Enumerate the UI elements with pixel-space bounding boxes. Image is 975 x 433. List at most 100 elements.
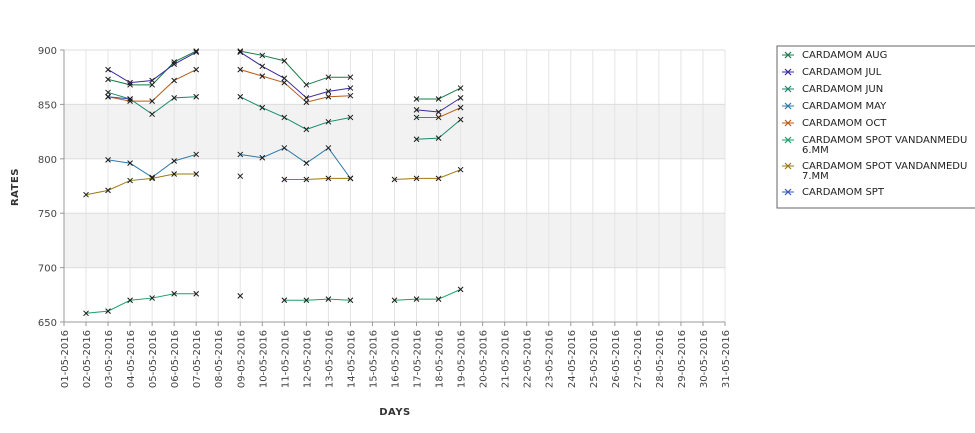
data-point [303, 176, 310, 183]
data-point [281, 176, 288, 183]
series-path [240, 147, 351, 179]
series-path [108, 96, 131, 100]
legend-item: CARDAMOM OCT [782, 118, 887, 129]
data-point [149, 98, 155, 104]
data-point [347, 85, 354, 91]
data-point [237, 49, 244, 56]
data-point [237, 173, 244, 180]
data-point [105, 187, 111, 194]
data-point [435, 109, 442, 115]
data-point [127, 177, 133, 184]
y-tick-label: 750 [38, 209, 57, 220]
data-point [149, 81, 155, 88]
x-tick-label: 31-05-2016 [721, 330, 732, 388]
x-tick-label: 13-05-2016 [324, 330, 335, 388]
data-point [127, 160, 133, 167]
series-path [240, 50, 351, 86]
data-point [413, 136, 420, 143]
data-point [127, 96, 133, 102]
legend-label: CARDAMOM JUL [802, 67, 882, 78]
x-tick-label: 21-05-2016 [501, 330, 512, 388]
x-tick-label: 18-05-2016 [435, 330, 446, 388]
legend: CARDAMOM AUG CARDAMOM JUL CARDAMOM JUN CARD… [776, 45, 975, 209]
x-tick-label: 02-05-2016 [82, 330, 93, 388]
tick-labels: 650 700 750 800 850 900 01-05-2016 02-05-2016 03… [38, 46, 732, 388]
x-tick-label: 03-05-2016 [104, 330, 115, 388]
legend-swatch-marker [784, 119, 792, 127]
legend-label: CARDAMOM SPOT VANDANMEDU [802, 161, 967, 172]
data-point [105, 89, 111, 96]
data-point [259, 52, 266, 59]
x-tick-label: 11-05-2016 [280, 330, 291, 388]
legend-swatch-marker [784, 102, 792, 110]
data-point [325, 93, 332, 100]
legend-label: CARDAMOM OCT [802, 118, 887, 129]
data-point [171, 61, 178, 67]
x-tick-label: 06-05-2016 [170, 330, 181, 388]
series-path [240, 69, 351, 103]
data-point [281, 145, 288, 151]
data-point [127, 79, 133, 86]
data-point [149, 77, 155, 84]
data-point [127, 81, 133, 88]
data-point [457, 85, 464, 91]
data-point [435, 175, 442, 182]
data-point [457, 166, 464, 173]
series-path [394, 288, 461, 301]
data-point [193, 290, 200, 297]
data-point [105, 308, 111, 314]
data-point [281, 58, 288, 64]
x-tick-label: 07-05-2016 [192, 330, 203, 388]
data-point [237, 293, 244, 299]
data-point [457, 286, 464, 293]
data-point [413, 96, 420, 102]
series-path [394, 169, 461, 180]
series-path [240, 96, 351, 130]
x-axis-title: DAYS [379, 407, 411, 418]
data-point [303, 297, 310, 304]
axes [60, 49, 726, 326]
x-tick-label: 08-05-2016 [214, 330, 225, 388]
x-tick-label: 25-05-2016 [589, 330, 600, 388]
data-point [303, 126, 310, 133]
data-point [127, 297, 133, 304]
x-tick-label: 01-05-2016 [60, 330, 71, 388]
data-point [149, 295, 155, 301]
data-point [193, 93, 200, 100]
data-point [391, 176, 398, 183]
series-line [105, 66, 464, 121]
x-tick-label: 16-05-2016 [391, 330, 402, 388]
legend-swatch-marker [784, 85, 792, 93]
x-tick-label: 04-05-2016 [126, 330, 137, 388]
legend-swatch-marker [784, 188, 792, 196]
data-point [347, 175, 354, 182]
legend-swatch-marker [784, 136, 792, 144]
data-point [193, 171, 200, 177]
y-axis-title: RATES [10, 168, 21, 206]
series-path [284, 298, 351, 301]
legend-item: CARDAMOM JUN [782, 84, 883, 95]
data-point [347, 297, 354, 304]
x-tick-label: 14-05-2016 [346, 330, 357, 388]
series-line [105, 89, 464, 143]
x-tick-label: 24-05-2016 [567, 330, 578, 388]
series-path [284, 177, 351, 180]
data-point [105, 66, 111, 73]
x-tick-label: 09-05-2016 [236, 330, 247, 388]
legend-label: CARDAMOM MAY [802, 101, 887, 112]
data-point [325, 88, 332, 95]
data-point [105, 157, 111, 163]
x-tick-label: 20-05-2016 [479, 330, 490, 388]
legend-box [776, 45, 975, 209]
data-point [171, 290, 178, 297]
y-tick-label: 650 [38, 318, 57, 329]
data-point [325, 145, 332, 151]
x-tick-label: 12-05-2016 [302, 330, 313, 388]
data-point [457, 116, 464, 123]
data-point [435, 135, 442, 141]
data-point [413, 296, 420, 303]
legend-label: CARDAMOM SPT [802, 187, 885, 198]
data-point [281, 297, 288, 304]
data-point [413, 106, 420, 113]
